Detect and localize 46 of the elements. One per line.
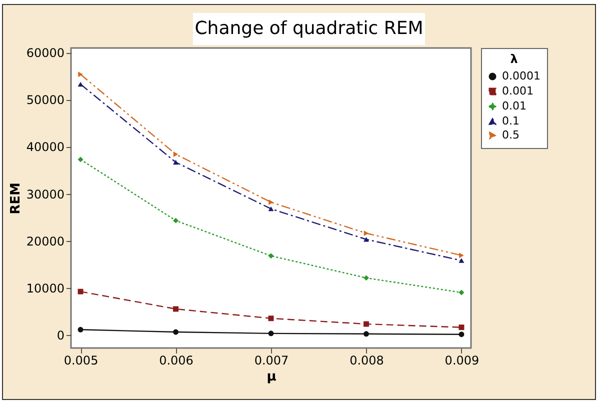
point xyxy=(173,160,178,165)
point xyxy=(78,156,84,162)
point xyxy=(78,72,83,78)
x-tick-label: 0.009 xyxy=(444,354,480,368)
point xyxy=(459,252,464,258)
point xyxy=(458,290,464,296)
point xyxy=(173,218,178,224)
point xyxy=(78,326,84,332)
legend-label: 0.5 xyxy=(502,128,520,142)
y-tick-label: 40000 xyxy=(26,140,64,154)
legend-label: 0.1 xyxy=(502,114,520,128)
point xyxy=(268,330,274,336)
x-tick-label: 0.008 xyxy=(350,354,384,368)
point xyxy=(268,316,274,322)
legend-label: 0.001 xyxy=(502,84,534,98)
y-tick-label: 10000 xyxy=(26,281,64,296)
legend-label: 0.0001 xyxy=(502,70,540,82)
y-tick-label: 0 xyxy=(56,328,64,342)
point xyxy=(268,199,274,205)
chart-title: Change of quadratic REM xyxy=(193,13,425,45)
point xyxy=(78,288,84,294)
point xyxy=(268,206,274,212)
x-tick-label: 0.006 xyxy=(159,354,194,368)
point xyxy=(458,258,464,263)
x-tick-label: 0.007 xyxy=(254,354,289,368)
point xyxy=(173,306,178,312)
point xyxy=(268,253,274,259)
y-tick-label: 60000 xyxy=(26,46,64,60)
y-tick-label: 50000 xyxy=(26,93,64,108)
y-axis-title: REM xyxy=(8,182,24,214)
point xyxy=(173,329,178,335)
y-tick-label: 20000 xyxy=(26,234,64,248)
point xyxy=(78,82,84,87)
point xyxy=(173,152,178,158)
point xyxy=(364,275,369,281)
point xyxy=(364,237,369,242)
legend-title: λ xyxy=(510,52,518,66)
point xyxy=(364,321,369,327)
point xyxy=(458,324,464,330)
point xyxy=(458,332,464,338)
y-tick-label: 30000 xyxy=(26,187,64,202)
legend-label: 0.01 xyxy=(502,100,526,112)
point xyxy=(364,331,369,337)
x-tick-label: 0.005 xyxy=(64,354,98,368)
point xyxy=(364,230,369,236)
x-axis-title: μ xyxy=(266,370,277,384)
